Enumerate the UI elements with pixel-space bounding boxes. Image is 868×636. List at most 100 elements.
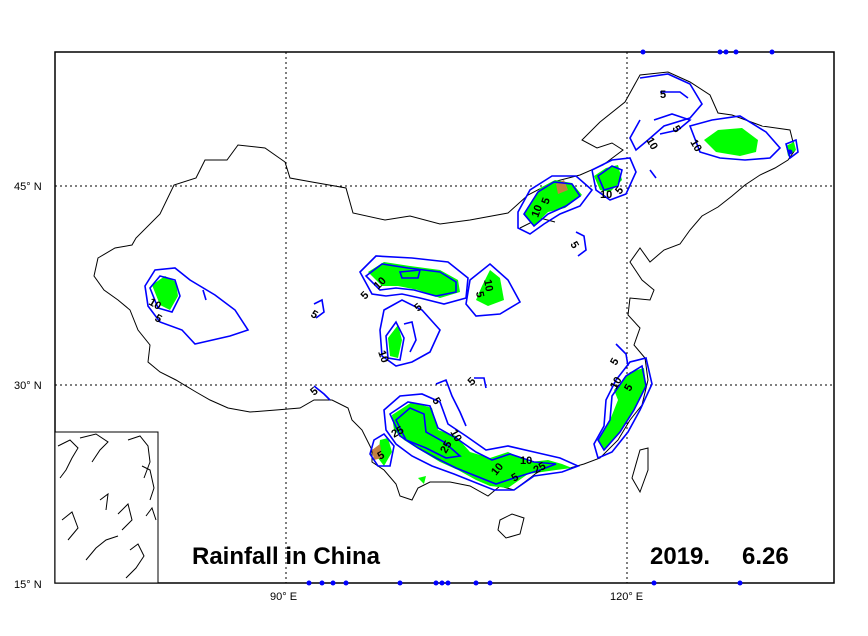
contour-xinjiang-5 — [144, 267, 250, 345]
rain-patch-gansu — [476, 270, 504, 306]
contour-qinghai-5 — [359, 255, 469, 305]
contour-heilongjiang-tick — [649, 169, 657, 179]
station-dot — [445, 580, 451, 586]
inset-coast-9 — [125, 543, 145, 579]
contour-northeast-5b — [660, 91, 689, 99]
inset-coast-2 — [79, 433, 109, 463]
contour-sichuan-10 — [385, 320, 405, 361]
lon-tick-label: 120° E — [610, 591, 643, 603]
contour-labels: 5 10 10 5 10 5 10 5 5 10 5 5 10 5 10 5 5… — [147, 89, 704, 485]
contour-lines — [144, 73, 799, 491]
station-dot — [439, 580, 445, 586]
station-dot — [769, 49, 775, 55]
station-dot — [651, 580, 657, 586]
contour-label: 5 — [660, 89, 666, 101]
contour-label: 5 — [153, 312, 164, 325]
inset-coast-10 — [145, 506, 157, 521]
contour-label: 10 — [520, 455, 532, 467]
station-dot — [319, 580, 325, 586]
contour-xinjiang-tick — [202, 289, 207, 301]
rain-patch-heilongjiang-w — [594, 165, 622, 192]
contour-label: 10 — [687, 138, 704, 155]
contour-label: 5 — [510, 471, 521, 484]
inset-coast-8 — [85, 535, 119, 561]
contour-label: 10 — [147, 296, 164, 313]
contour-jiangsu-5 — [615, 343, 629, 367]
hainan-island — [497, 513, 525, 539]
rain-patch-heilongjiang-e — [704, 128, 758, 156]
contour-sichuan-5 — [379, 299, 441, 367]
contour-tibet-5b — [313, 385, 331, 401]
station-dot — [433, 580, 439, 586]
station-dot — [487, 580, 493, 586]
rain-patch-guangxi-w — [378, 438, 392, 466]
contour-fujian-10 — [597, 364, 647, 452]
contour-heilongjiang-5 — [591, 157, 637, 201]
contour-yunnan-10 — [388, 401, 557, 485]
contour-qinghai-inner — [398, 269, 422, 279]
taiwan-island — [631, 447, 649, 494]
contour-label: 10 — [481, 278, 495, 292]
rain-patch-sichuan — [388, 325, 402, 358]
contour-guangxi-w — [369, 432, 395, 467]
station-dot — [733, 49, 739, 55]
contour-label: 5 — [473, 290, 486, 298]
contour-inner-mongolia-10 — [523, 181, 582, 228]
inset-coastlines — [57, 433, 157, 579]
contour-label: 5 — [429, 396, 442, 407]
station-dot — [717, 49, 723, 55]
lat-tick-label: 15° N — [14, 579, 42, 591]
inset-coast-7 — [117, 503, 133, 531]
inset-coast-5 — [61, 511, 79, 541]
station-dot — [473, 580, 479, 586]
station-dot — [397, 580, 403, 586]
station-dot — [343, 580, 349, 586]
contour-tibet-5 — [313, 298, 325, 319]
contour-label: 5 — [376, 449, 387, 462]
contour-northeast-5 — [629, 73, 703, 152]
rain-patch-yunnan-guizhou — [392, 402, 572, 488]
contour-gansu-5 — [465, 262, 522, 317]
map-frame — [54, 51, 835, 584]
heavy-rain-patch-yunnan — [372, 444, 382, 460]
station-dots — [306, 49, 793, 586]
contour-inner-mongolia-5 — [517, 175, 594, 235]
inset-coast-6 — [99, 492, 109, 511]
contour-guangxi-n — [435, 378, 467, 427]
china-border — [93, 71, 796, 501]
contour-label: 10 — [608, 375, 625, 392]
contour-label: 5 — [608, 356, 621, 367]
contour-label: 25 — [532, 460, 549, 477]
contour-label: 10 — [447, 428, 464, 445]
contour-label: 5 — [309, 308, 320, 321]
rain-patch-xinjiang — [152, 276, 178, 310]
contour-xinjiang-10 — [149, 275, 181, 313]
contour-hunan-5 — [474, 377, 487, 389]
inset-coast-4 — [141, 465, 155, 501]
map-date-day: 6.26 — [742, 543, 789, 570]
contour-label: 5 — [622, 382, 635, 393]
contour-heilongjiang-10 — [597, 165, 623, 191]
contour-qinghai-10 — [364, 263, 457, 297]
contour-label: 5 — [669, 124, 682, 135]
inset-coast-1 — [57, 439, 79, 479]
station-dot — [306, 580, 312, 586]
contour-label: 5 — [540, 196, 553, 206]
contour-sichuan-hook — [403, 321, 417, 353]
contour-northeast-10b — [653, 113, 692, 135]
station-dot — [723, 49, 729, 55]
station-dot — [640, 49, 646, 55]
contour-yunnan-25 — [395, 407, 462, 459]
map-title: Rainfall in China — [192, 543, 381, 570]
contour-label: 25 — [438, 439, 455, 456]
rain-patch-guangxi-s — [418, 476, 426, 484]
contour-yunnan-5 — [383, 393, 581, 491]
station-dot — [330, 580, 336, 586]
station-dot — [737, 580, 743, 586]
contour-label: 10 — [600, 189, 612, 201]
lon-tick-label: 90° E — [270, 591, 297, 603]
map-date-year: 2019. — [650, 543, 710, 570]
inset-map — [54, 431, 159, 584]
contour-label: 10 — [643, 136, 660, 153]
contour-liaoning-5 — [575, 231, 587, 257]
